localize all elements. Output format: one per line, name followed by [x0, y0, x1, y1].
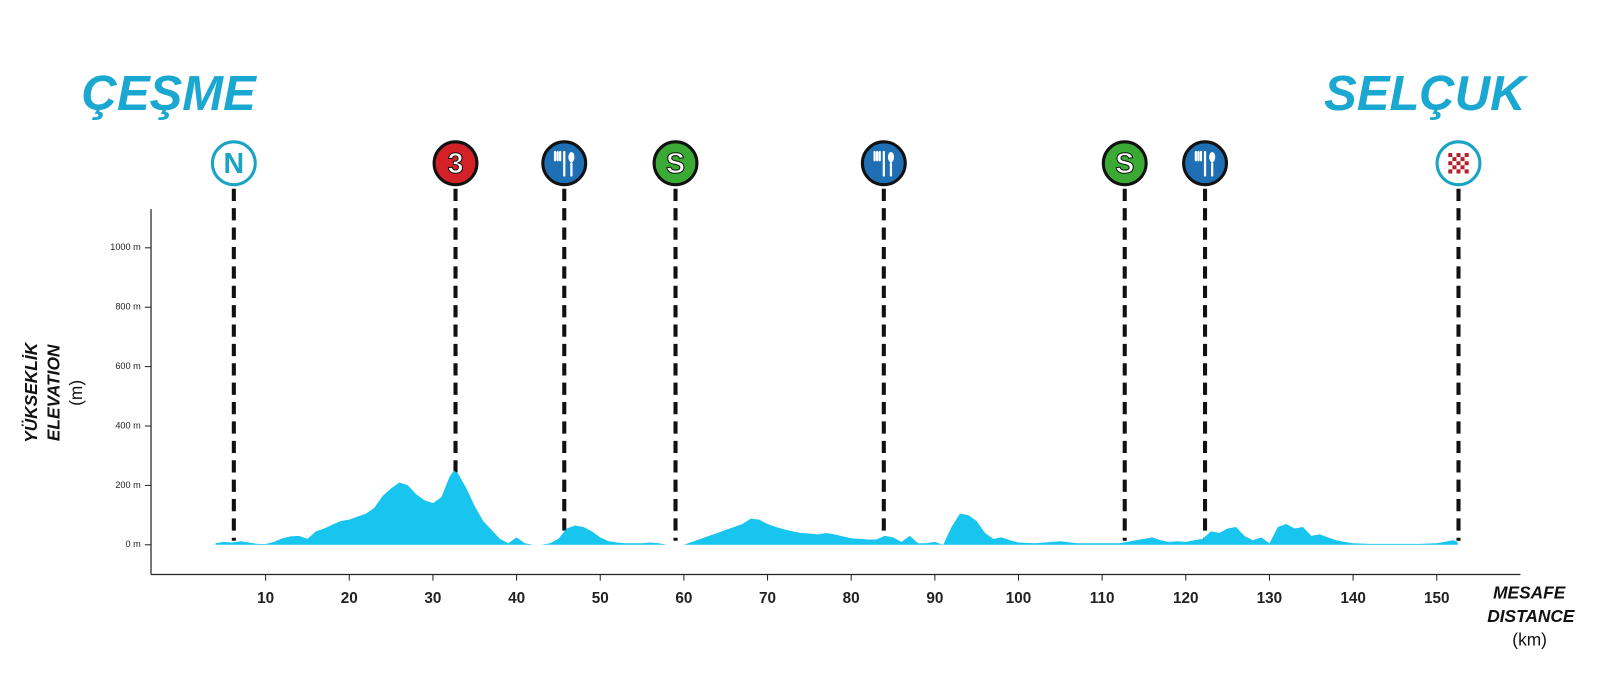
checker [1464, 165, 1469, 170]
checker [1464, 157, 1469, 162]
elevation-area [215, 470, 1458, 545]
marker-circle [652, 140, 699, 187]
checker [1448, 157, 1453, 162]
checker [1464, 161, 1469, 166]
marker-circle [1101, 140, 1148, 187]
start-title: ÇEŞME [82, 67, 257, 121]
y-tick-label: 0 m [126, 539, 142, 549]
marker-climb: 3 [432, 140, 479, 187]
marker-food [541, 140, 588, 187]
x-label: DISTANCE [1487, 606, 1575, 626]
checker [1460, 161, 1465, 166]
marker-circle [210, 140, 257, 187]
marker-sprint: S [652, 140, 699, 187]
y-axis-title: YÜKSEKLİK ELEVATION (m) [21, 341, 86, 443]
marker-start: N [210, 140, 257, 187]
marker-food [1182, 140, 1228, 187]
y-tick-label: 1000 m [110, 242, 141, 252]
checker [1464, 153, 1469, 158]
x-tick-label: 40 [508, 590, 525, 607]
marker-circle [432, 140, 479, 187]
marker-sprint: S [1101, 140, 1148, 187]
checker [1448, 169, 1453, 174]
checker [1452, 161, 1457, 166]
marker-finish [1435, 140, 1482, 187]
x-tick-label: 30 [424, 590, 441, 607]
x-label: MESAFE [1493, 582, 1566, 602]
marker-label: 3 [448, 148, 464, 180]
spoon-icon [1209, 152, 1216, 163]
x-tick-label: 90 [926, 590, 943, 607]
checker [1460, 165, 1465, 170]
x-tick-label: 10 [257, 590, 274, 607]
y-label: ELEVATION [44, 344, 64, 441]
checker [1452, 169, 1457, 174]
x-tick-label: 100 [1006, 590, 1032, 607]
x-tick-label: 80 [843, 590, 860, 607]
checker [1448, 161, 1453, 166]
y-tick-label: 400 m [115, 420, 141, 430]
y-tick-label: 200 m [115, 480, 141, 490]
x-tick-label: 50 [592, 590, 609, 607]
fork-icon [873, 150, 881, 162]
spoon-icon [887, 152, 895, 163]
spoon-icon [568, 152, 575, 163]
checker [1448, 153, 1453, 158]
y-tick-label: 800 m [115, 302, 141, 312]
x-tick-label: 150 [1424, 590, 1450, 607]
x-tick-label: 130 [1257, 590, 1283, 607]
checker [1456, 169, 1461, 174]
x-tick-label: 60 [675, 590, 692, 607]
x-tick-label: 70 [759, 590, 776, 607]
checker [1456, 165, 1461, 170]
checker [1448, 165, 1453, 170]
checker [1452, 153, 1457, 158]
checker [1460, 169, 1465, 174]
checker [1456, 157, 1461, 162]
x-tick-label: 140 [1340, 590, 1366, 607]
checker [1460, 157, 1465, 162]
marker-label: N [224, 148, 245, 180]
x-label: (km) [1512, 629, 1547, 649]
fork-icon [553, 150, 562, 162]
finish-title: SELÇUK [1324, 67, 1529, 121]
fork-icon [1194, 150, 1203, 162]
marker-label: S [666, 148, 685, 180]
y-label: YÜKSEKLİK [21, 341, 41, 443]
checker [1456, 153, 1461, 158]
marker-food [860, 140, 907, 187]
x-tick-label: 110 [1090, 590, 1115, 607]
checker [1452, 165, 1457, 170]
checker [1456, 161, 1461, 166]
checker [1460, 153, 1465, 158]
checker [1452, 157, 1457, 162]
x-tick-label: 120 [1173, 590, 1199, 607]
y-label: (m) [66, 380, 86, 406]
y-tick-label: 600 m [115, 361, 141, 371]
x-tick-label: 20 [341, 590, 358, 607]
checker [1464, 169, 1469, 174]
marker-label: S [1115, 148, 1134, 180]
